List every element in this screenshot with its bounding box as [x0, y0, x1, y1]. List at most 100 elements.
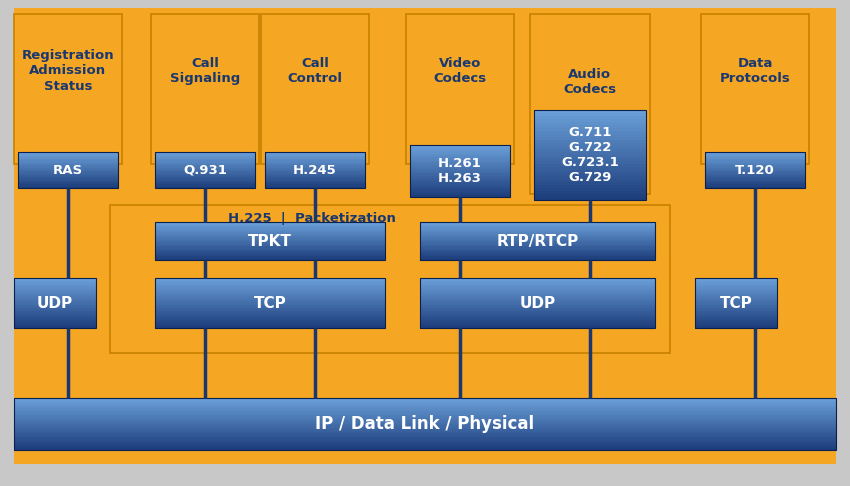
Bar: [155, 174, 255, 175]
Bar: [18, 186, 118, 187]
Bar: [695, 326, 777, 329]
Bar: [14, 449, 836, 451]
Bar: [705, 181, 805, 183]
Bar: [410, 160, 510, 163]
Bar: [695, 291, 777, 294]
Bar: [705, 174, 805, 175]
Bar: [14, 444, 836, 445]
Text: TCP: TCP: [720, 295, 752, 311]
Bar: [265, 187, 365, 189]
Bar: [155, 236, 385, 238]
Bar: [420, 285, 655, 287]
Bar: [420, 298, 655, 300]
Bar: [14, 306, 96, 309]
Bar: [155, 285, 385, 287]
Bar: [18, 169, 118, 171]
Bar: [705, 155, 805, 156]
Bar: [265, 158, 365, 160]
Bar: [534, 164, 646, 168]
Bar: [265, 168, 365, 169]
Bar: [695, 301, 777, 303]
Bar: [14, 313, 96, 315]
Bar: [705, 178, 805, 180]
Bar: [420, 250, 655, 252]
Bar: [265, 171, 365, 173]
Bar: [155, 239, 385, 240]
Bar: [410, 173, 510, 175]
Bar: [410, 193, 510, 196]
Bar: [534, 179, 646, 183]
Bar: [420, 225, 655, 226]
Bar: [155, 243, 385, 245]
Bar: [420, 293, 655, 295]
Bar: [14, 417, 836, 419]
Text: Data
Protocols: Data Protocols: [720, 57, 790, 85]
Bar: [705, 166, 805, 168]
Bar: [705, 182, 805, 184]
Bar: [534, 116, 646, 120]
Bar: [695, 306, 777, 309]
Bar: [155, 176, 255, 178]
Bar: [155, 222, 385, 260]
Bar: [14, 318, 96, 320]
Bar: [14, 428, 836, 430]
Bar: [705, 186, 805, 187]
Bar: [420, 258, 655, 259]
Bar: [18, 157, 118, 158]
Bar: [18, 187, 118, 189]
Bar: [265, 177, 365, 179]
Bar: [420, 310, 655, 312]
Bar: [151, 14, 259, 164]
Bar: [18, 184, 118, 186]
Bar: [705, 159, 805, 161]
Bar: [155, 184, 255, 186]
Bar: [705, 158, 805, 160]
Bar: [695, 321, 777, 324]
Bar: [18, 183, 118, 185]
Bar: [18, 156, 118, 157]
Bar: [155, 259, 385, 260]
Bar: [14, 398, 836, 400]
Bar: [705, 152, 805, 188]
Bar: [14, 421, 836, 423]
Bar: [14, 399, 836, 401]
Bar: [695, 279, 777, 282]
Bar: [14, 442, 836, 444]
Bar: [410, 164, 510, 166]
Bar: [695, 305, 777, 307]
Bar: [155, 301, 385, 303]
Bar: [18, 178, 118, 180]
Bar: [410, 176, 510, 178]
Bar: [420, 303, 655, 305]
Bar: [410, 180, 510, 182]
Text: UDP: UDP: [519, 295, 556, 311]
Bar: [705, 164, 805, 166]
Bar: [155, 258, 385, 259]
Bar: [18, 168, 118, 169]
Bar: [534, 134, 646, 138]
Bar: [18, 152, 118, 188]
Bar: [14, 400, 836, 402]
Bar: [420, 241, 655, 243]
Bar: [410, 178, 510, 180]
Bar: [410, 156, 510, 157]
Bar: [410, 157, 510, 159]
Bar: [155, 313, 385, 315]
Bar: [155, 247, 385, 249]
Bar: [155, 303, 385, 305]
Bar: [695, 285, 777, 287]
Bar: [14, 402, 836, 404]
Bar: [705, 169, 805, 171]
Bar: [155, 169, 255, 171]
Bar: [14, 440, 836, 441]
Bar: [155, 283, 385, 285]
Bar: [155, 235, 385, 236]
Bar: [705, 176, 805, 178]
Bar: [14, 398, 836, 450]
Bar: [155, 171, 255, 173]
Bar: [420, 259, 655, 260]
Bar: [155, 226, 385, 227]
Bar: [695, 290, 777, 292]
Bar: [155, 155, 255, 156]
Bar: [695, 312, 777, 313]
